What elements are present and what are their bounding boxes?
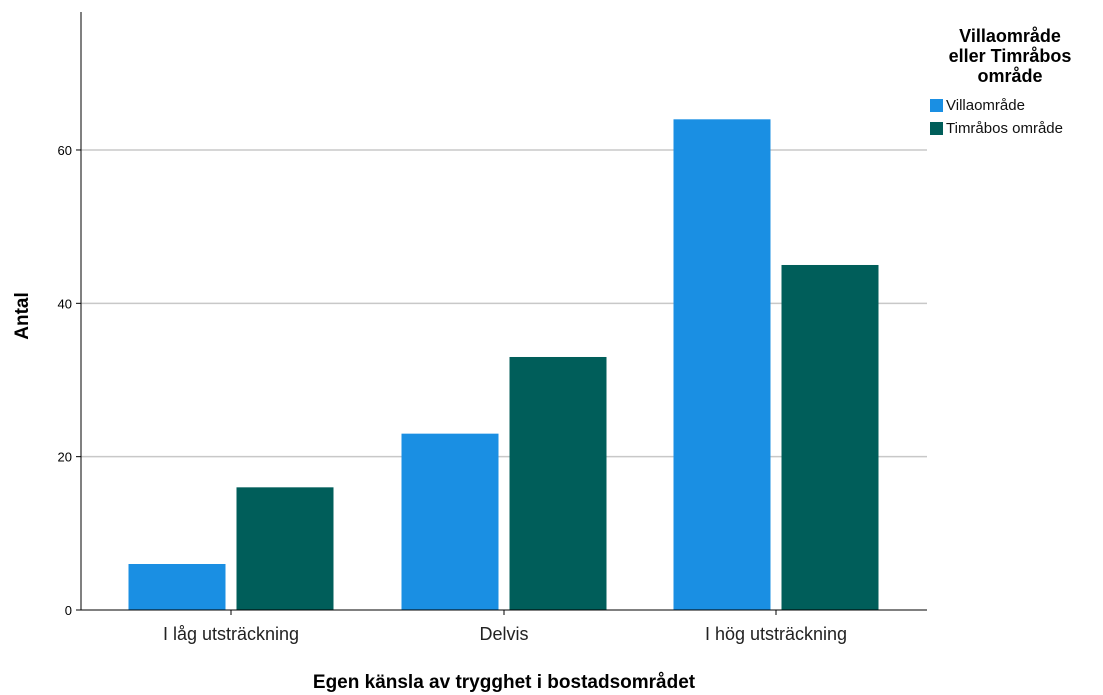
- legend-label: Timråbos område: [946, 120, 1063, 137]
- y-tick-label: 0: [65, 603, 72, 618]
- legend-title-line: eller Timråbos: [948, 46, 1072, 66]
- y-axis-title: Antal: [12, 292, 33, 340]
- legend: Villaområde eller Timråbos område Villao…: [922, 26, 1098, 140]
- x-tick-label: I hög utsträckning: [705, 624, 847, 644]
- y-tick-label: 40: [58, 296, 72, 311]
- legend-title-line: Villaområde: [959, 26, 1061, 46]
- bar-timrabos-omrade: [781, 264, 879, 610]
- x-tick-labels: I låg utsträckning Delvis I hög utsträckni…: [163, 610, 847, 644]
- legend-swatch: [930, 122, 943, 135]
- x-tick-label: I låg utsträckning: [163, 624, 299, 644]
- bar-timrabos-omrade: [509, 356, 607, 610]
- legend-swatch: [930, 99, 943, 112]
- y-tick-label: 20: [58, 450, 72, 465]
- bar-villaomrade: [128, 563, 226, 610]
- legend-title-line: område: [977, 66, 1043, 86]
- y-tick-label: 60: [58, 143, 72, 158]
- bar-villaomrade: [673, 119, 771, 610]
- x-tick-label: Delvis: [479, 624, 528, 644]
- legend-title: Villaområde eller Timråbos område: [922, 26, 1098, 86]
- y-tick-labels: 0 20 40 60: [58, 143, 81, 618]
- legend-item-timrabos-omrade: Timråbos område: [922, 117, 1098, 140]
- x-axis-title: Egen känsla av trygghet i bostadsområdet: [313, 672, 696, 693]
- bars: [128, 119, 879, 610]
- legend-label: Villaområde: [946, 97, 1025, 114]
- bar-villaomrade: [401, 433, 499, 610]
- legend-item-villaomrade: Villaområde: [922, 94, 1098, 117]
- bar-timrabos-omrade: [236, 487, 334, 610]
